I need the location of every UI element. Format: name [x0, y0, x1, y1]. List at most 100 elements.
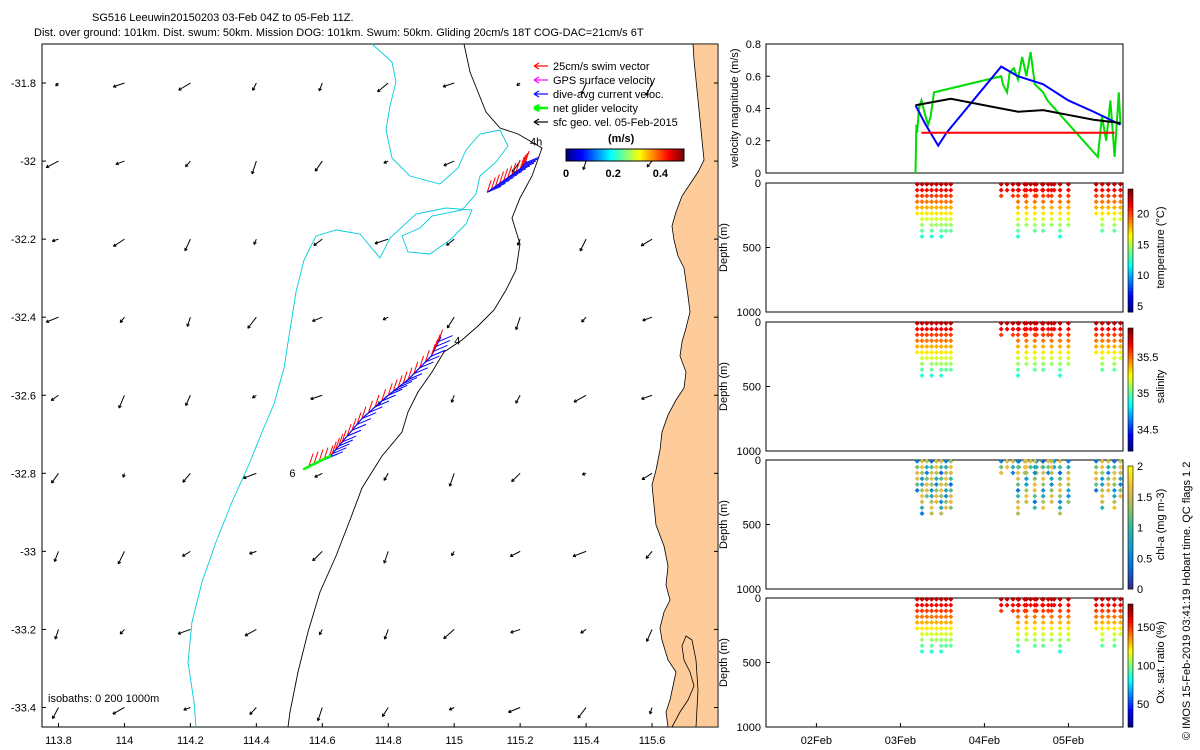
- profile-marker: [1032, 181, 1038, 187]
- profile-marker: [929, 470, 935, 476]
- velocity-arrow: [182, 472, 191, 483]
- profile-marker: [1004, 458, 1010, 464]
- profile-marker: [914, 344, 920, 350]
- profile-marker: [948, 344, 954, 350]
- profile-marker: [1049, 216, 1055, 222]
- profile-marker: [933, 476, 939, 482]
- profile-marker: [1105, 181, 1111, 187]
- profile-marker: [933, 493, 939, 499]
- profile-marker: [1111, 367, 1117, 373]
- profile-marker: [1040, 199, 1046, 205]
- swim-vector: [318, 449, 324, 462]
- profile-marker: [929, 596, 935, 602]
- velocity-arrow: [181, 550, 191, 557]
- profile-marker: [919, 228, 925, 234]
- title-line-1: SG516 Leeuwin20150203 03-Feb 04Z to 05-F…: [92, 12, 354, 24]
- profile-marker: [919, 476, 925, 482]
- profile-marker: [929, 199, 935, 205]
- profile-marker: [1117, 631, 1123, 637]
- profile-marker: [914, 464, 920, 470]
- profile-marker: [1093, 338, 1099, 344]
- profile-marker: [1117, 482, 1123, 488]
- profile-marker: [943, 608, 949, 614]
- velocity-arrow: [572, 550, 587, 558]
- profile-marker: [938, 476, 944, 482]
- velocity-arrow: [581, 316, 587, 323]
- profile-marker: [938, 649, 944, 655]
- velocity-arrow: [514, 317, 521, 331]
- profile-marker: [943, 216, 949, 222]
- svg-text:sfc geo. vel. 05-Feb-2015: sfc geo. vel. 05-Feb-2015: [553, 117, 678, 129]
- profile-marker: [1111, 482, 1117, 488]
- velocity-arrow: [640, 238, 653, 247]
- profile-marker: [929, 464, 935, 470]
- profile-marker: [1015, 637, 1021, 643]
- legend-item-gps: GPS surface velocity: [533, 75, 656, 87]
- profile-marker: [1099, 199, 1105, 205]
- depth-tick: 500: [743, 243, 761, 255]
- depth-label: Depth (m): [718, 500, 730, 549]
- profile-marker: [1117, 476, 1123, 482]
- profile-marker: [919, 205, 925, 211]
- profile-marker: [1049, 344, 1055, 350]
- profile-marker: [943, 338, 949, 344]
- profile-marker: [948, 332, 954, 338]
- velocity-arrow: [122, 473, 126, 478]
- profile-marker: [1099, 181, 1105, 187]
- profile-marker: [1045, 320, 1051, 326]
- profile-marker: [1045, 332, 1051, 338]
- profile-marker: [1049, 499, 1055, 505]
- velocity-arrow: [119, 629, 125, 635]
- profile-marker: [943, 464, 949, 470]
- profile-marker: [924, 193, 930, 199]
- map-x-tick-label: 114.2: [177, 735, 204, 747]
- profile-marker: [1015, 505, 1021, 511]
- profile-marker: [1099, 205, 1105, 211]
- profile-marker: [1111, 181, 1117, 187]
- profile-marker: [919, 631, 925, 637]
- profile-marker: [1032, 482, 1038, 488]
- profile-marker: [1023, 631, 1029, 637]
- profile-marker: [943, 470, 949, 476]
- profile-marker: [943, 499, 949, 505]
- profile-marker: [943, 596, 949, 602]
- depth-tick: 0: [755, 178, 761, 190]
- profile-marker: [1099, 602, 1105, 608]
- map-y-tick-label: -33: [20, 546, 36, 558]
- profile-marker: [938, 499, 944, 505]
- depth-tick: 1000: [737, 722, 761, 734]
- profile-marker: [1015, 643, 1021, 649]
- profile-marker: [924, 181, 930, 187]
- colorbar-tick: 10: [1137, 270, 1149, 282]
- velocity-arrow: [511, 472, 521, 483]
- profile-marker: [1065, 458, 1071, 464]
- profile-marker: [1099, 631, 1105, 637]
- swim-vector: [338, 433, 344, 447]
- profile-marker: [948, 614, 954, 620]
- profile-marker: [1065, 181, 1071, 187]
- svg-text:dive-avg current veloc.: dive-avg current veloc.: [553, 89, 664, 101]
- profile-marker: [929, 499, 935, 505]
- profile-marker: [1049, 193, 1055, 199]
- profile-marker: [1010, 596, 1016, 602]
- profile-marker: [938, 210, 944, 216]
- profile-marker: [1032, 637, 1038, 643]
- profile-marker: [1015, 210, 1021, 216]
- profile-marker: [1010, 470, 1016, 476]
- profile-marker: [1023, 326, 1029, 332]
- velocity-arrow: [641, 394, 653, 401]
- dac-vector: [430, 349, 446, 357]
- profile-marker: [1117, 216, 1123, 222]
- profile-marker: [1049, 187, 1055, 193]
- profile-marker: [1023, 614, 1029, 620]
- swim-vector: [424, 349, 430, 363]
- profile-marker: [929, 228, 935, 234]
- profile-marker: [1093, 614, 1099, 620]
- depth-tick: 0: [755, 455, 761, 467]
- title-line-2: Dist. over ground: 101km. Dist. swum: 50…: [34, 27, 644, 39]
- profile-marker: [1111, 222, 1117, 228]
- profile-marker: [1099, 355, 1105, 361]
- profile-marker: [924, 482, 930, 488]
- colorbar-label: Ox. sat. ratio (%): [1155, 621, 1167, 704]
- profile-marker: [1065, 464, 1071, 470]
